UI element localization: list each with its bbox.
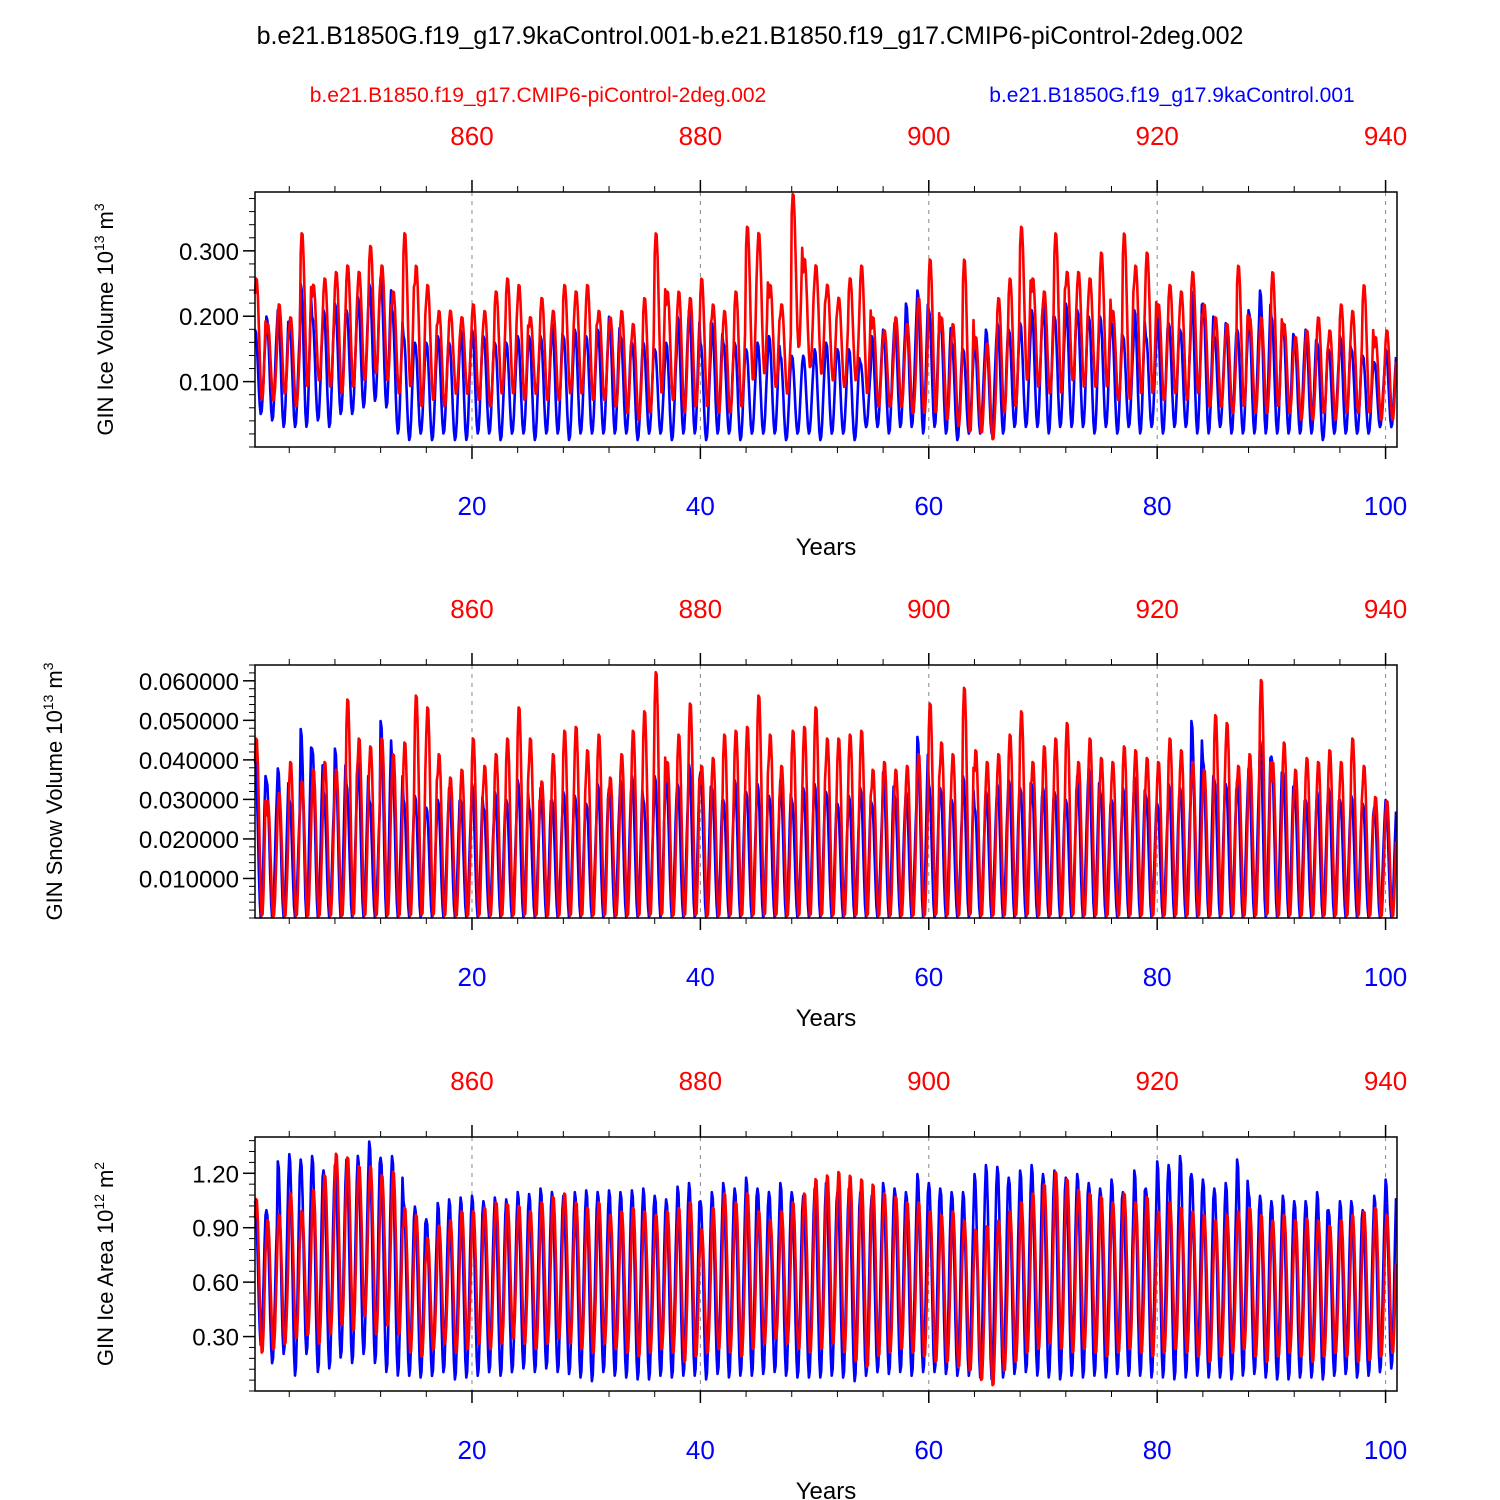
chart-panel-top: 0.100 0.200 0.300 20 40 60 80 100 860 880 900 920 94… xyxy=(91,121,1407,561)
y-tick-label: 0.90 xyxy=(192,1216,239,1243)
x-tick-label-top: 920 xyxy=(1135,1066,1178,1096)
y-tick-label: 0.100 xyxy=(179,370,239,397)
x-tick-label-top: 860 xyxy=(450,594,493,624)
y-axis-label: GIN Snow Volume 1013m3 xyxy=(40,662,67,920)
series-line-red xyxy=(253,670,1398,918)
x-tick-label-bottom: 20 xyxy=(458,491,487,521)
x-tick-label-top: 880 xyxy=(679,594,722,624)
chart-panel-bottom: 0.30 0.60 0.90 1.20 20 40 60 80 100 860 880 900 920 9… xyxy=(91,1066,1407,1500)
x-tick-label-top: 940 xyxy=(1364,594,1407,624)
x-tick-label-top: 900 xyxy=(907,121,950,151)
x-tick-label-bottom: 40 xyxy=(686,491,715,521)
x-tick-label-bottom: 100 xyxy=(1364,1435,1407,1465)
y-tick-label: 0.060000 xyxy=(139,669,239,696)
x-tick-label-bottom: 60 xyxy=(914,1435,943,1465)
x-tick-label-bottom: 80 xyxy=(1143,491,1172,521)
y-tick-label: 0.040000 xyxy=(139,748,239,775)
y-tick-label: 0.050000 xyxy=(139,708,239,735)
x-tick-label-top: 880 xyxy=(679,121,722,151)
figure-title: b.e21.B1850G.f19_g17.9kaControl.001-b.e2… xyxy=(257,22,1244,50)
x-tick-label-top: 880 xyxy=(679,1066,722,1096)
x-tick-label-bottom: 20 xyxy=(458,1435,487,1465)
plot-frame xyxy=(254,1136,1398,1392)
x-tick-label-bottom: 40 xyxy=(686,962,715,992)
y-tick-label: 0.010000 xyxy=(139,866,239,893)
y-tick-label: 0.020000 xyxy=(139,827,239,854)
y-tick-label: 0.60 xyxy=(192,1270,239,1297)
chart-panel-middle: 0.010000 0.020000 0.030000 0.040000 0.050000… xyxy=(40,594,1407,1032)
x-tick-label-bottom: 80 xyxy=(1143,962,1172,992)
x-tick-label-top: 900 xyxy=(907,1066,950,1096)
x-axis-label: Years xyxy=(796,1478,857,1500)
x-tick-label-bottom: 100 xyxy=(1364,962,1407,992)
x-tick-label-bottom: 60 xyxy=(914,962,943,992)
y-tick-label: 0.30 xyxy=(192,1325,239,1352)
legend-label-blue: b.e21.B1850G.f19_g17.9kaControl.001 xyxy=(989,84,1354,107)
series-line-red xyxy=(253,192,1398,441)
y-tick-label: 1.20 xyxy=(192,1161,239,1188)
plot-frame xyxy=(254,191,1398,448)
x-tick-label-top: 900 xyxy=(907,594,950,624)
series-line-red xyxy=(253,1152,1398,1387)
x-axis-label: Years xyxy=(796,534,857,561)
legend-label-red: b.e21.B1850.f19_g17.CMIP6-piControl-2deg… xyxy=(310,84,766,107)
panels: 0.100 0.200 0.300 20 40 60 80 100 860 880 900 920 94… xyxy=(40,121,1407,1500)
y-axis-label: GIN Ice Area 1012m2 xyxy=(91,1162,118,1366)
x-tick-label-bottom: 60 xyxy=(914,491,943,521)
x-tick-label-top: 920 xyxy=(1135,121,1178,151)
x-tick-label-top: 860 xyxy=(450,121,493,151)
x-tick-label-top: 860 xyxy=(450,1066,493,1096)
y-tick-label: 0.300 xyxy=(179,239,239,266)
y-tick-label: 0.030000 xyxy=(139,787,239,814)
x-axis-label: Years xyxy=(796,1005,857,1032)
x-tick-label-top: 940 xyxy=(1364,121,1407,151)
series-line-blue xyxy=(253,276,1398,442)
x-tick-label-bottom: 20 xyxy=(458,962,487,992)
x-tick-label-bottom: 100 xyxy=(1364,491,1407,521)
x-tick-label-top: 920 xyxy=(1135,594,1178,624)
y-axis-label: GIN Ice Volume 1013m3 xyxy=(91,203,118,436)
x-tick-label-bottom: 40 xyxy=(686,1435,715,1465)
y-tick-label: 0.200 xyxy=(179,304,239,331)
x-tick-label-top: 940 xyxy=(1364,1066,1407,1096)
x-tick-label-bottom: 80 xyxy=(1143,1435,1172,1465)
